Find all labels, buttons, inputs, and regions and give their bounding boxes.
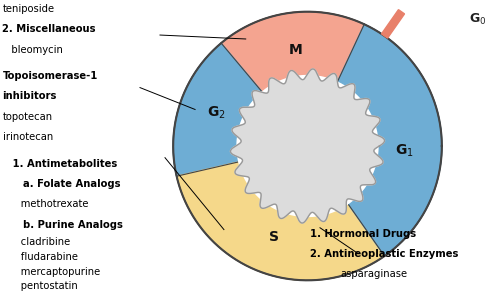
Text: mercaptopurine: mercaptopurine [2,267,101,277]
Polygon shape [173,43,262,176]
Text: topotecan: topotecan [2,112,52,122]
Text: cladribine: cladribine [2,237,71,247]
Polygon shape [382,10,404,38]
Text: inhibitors: inhibitors [2,91,57,101]
Text: G$_0$: G$_0$ [469,11,486,27]
Text: teniposide: teniposide [2,4,54,14]
Polygon shape [230,69,384,223]
Text: b. Purine Analogs: b. Purine Analogs [2,220,124,230]
Text: methotrexate: methotrexate [2,199,89,209]
Text: S: S [270,230,280,244]
Text: 1. Antimetabolites: 1. Antimetabolites [2,159,118,168]
Text: M: M [289,43,302,57]
Text: irinotecan: irinotecan [2,132,53,142]
Polygon shape [338,24,442,256]
Text: a. Folate Analogs: a. Folate Analogs [2,179,121,189]
Text: pentostatin: pentostatin [2,281,78,291]
Polygon shape [176,162,384,280]
Text: G$_1$: G$_1$ [394,143,413,159]
Text: G$_2$: G$_2$ [207,105,226,121]
Text: 1. Hormonal Drugs: 1. Hormonal Drugs [310,229,416,239]
Text: bleomycin: bleomycin [2,45,64,55]
Text: 2. Miscellaneous: 2. Miscellaneous [2,24,96,34]
Polygon shape [221,12,364,91]
Text: fludarabine: fludarabine [2,252,78,262]
Text: Topoisomerase-1: Topoisomerase-1 [2,71,98,81]
Text: 2. Antineoplastic Enzymes: 2. Antineoplastic Enzymes [310,249,458,259]
Text: asparaginase: asparaginase [340,270,407,279]
